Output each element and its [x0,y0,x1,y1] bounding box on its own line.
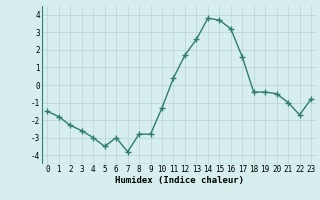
X-axis label: Humidex (Indice chaleur): Humidex (Indice chaleur) [115,176,244,185]
